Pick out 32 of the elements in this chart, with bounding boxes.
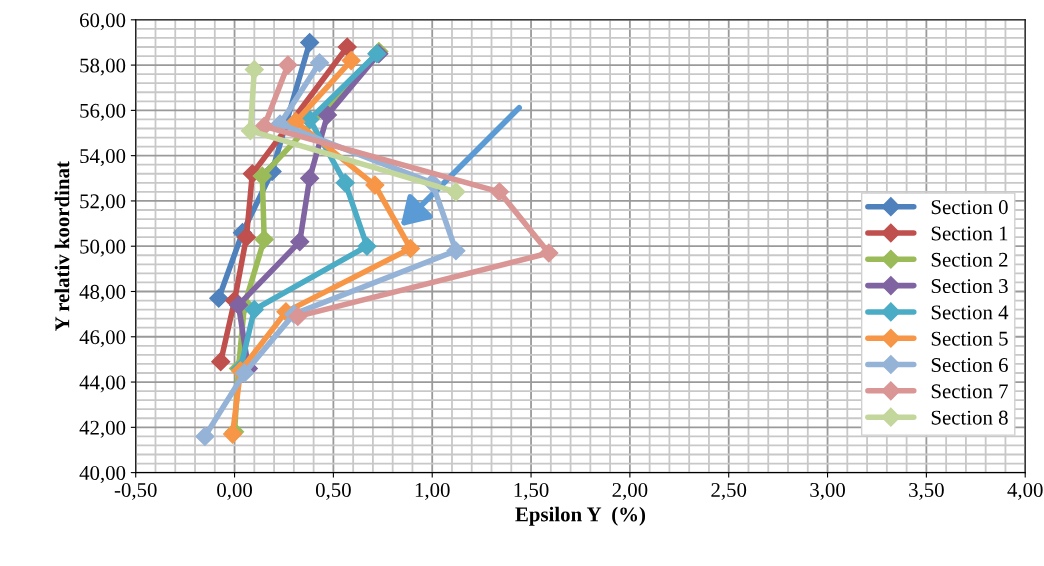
- y-axis-title: Y relativ koordinat: [54, 161, 70, 331]
- legend-label: Section 5: [931, 331, 1008, 346]
- legend-label: Section 1: [931, 226, 1008, 241]
- y-tick-label: 56,00: [80, 103, 126, 121]
- x-tick-label: 4,00: [1007, 482, 1043, 500]
- y-tick-label: 54,00: [80, 149, 126, 167]
- y-tick-label: 50,00: [80, 239, 126, 257]
- x-tick-label: 2,00: [612, 482, 648, 500]
- x-tick-label: -0,50: [114, 482, 157, 500]
- x-tick-label: 1,00: [415, 482, 450, 500]
- y-tick-label: 58,00: [80, 58, 126, 76]
- y-tick-label: 42,00: [79, 420, 126, 438]
- x-tick-label: 3,00: [810, 482, 845, 500]
- x-axis-title: Epsilon Y (%): [515, 506, 646, 526]
- x-tick-label: 2,50: [711, 482, 747, 500]
- y-tick-label: 52,00: [80, 194, 126, 212]
- x-tick-label: 3,50: [909, 482, 944, 500]
- legend-label: Section 0: [931, 200, 1008, 215]
- legend-label: Section 3: [931, 279, 1008, 294]
- y-tick-label: 46,00: [79, 330, 126, 348]
- x-tick-label: 0,00: [217, 482, 252, 500]
- x-tick-label: 1,50: [514, 482, 549, 500]
- legend-label: Section 4: [931, 305, 1009, 320]
- y-tick-label: 60,00: [80, 13, 126, 31]
- y-tick-label: 44,00: [79, 375, 126, 393]
- legend-label: Section 7: [931, 384, 1008, 399]
- y-tick-label: 40,00: [79, 465, 126, 484]
- y-tick-label: 48,00: [79, 284, 126, 302]
- legend-label: Section 8: [931, 410, 1008, 425]
- x-tick-label: 0,50: [315, 482, 351, 500]
- legend-label: Section 2: [931, 252, 1008, 267]
- legend-label: Section 6: [931, 358, 1008, 373]
